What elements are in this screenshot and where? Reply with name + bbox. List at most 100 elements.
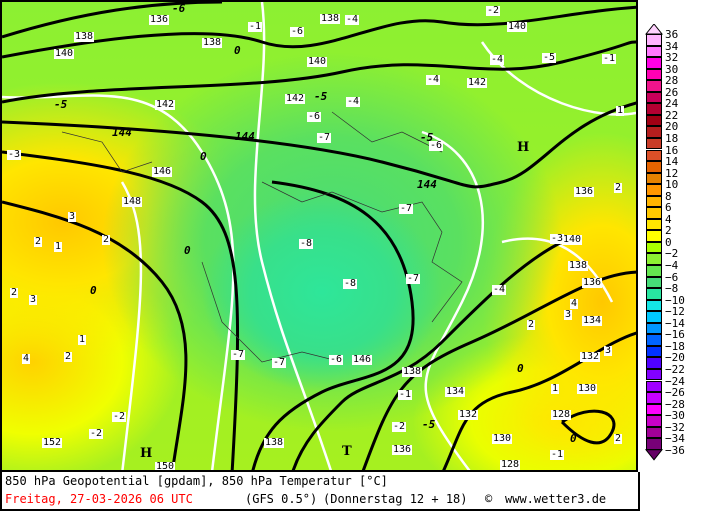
geopotential-label: 140	[562, 234, 583, 245]
temperature-label: -2	[89, 428, 104, 439]
temperature-label: -4	[490, 54, 505, 65]
legend-swatch	[646, 368, 662, 381]
geopotential-label: 128	[551, 409, 572, 420]
geopotential-label: 142	[155, 99, 176, 110]
legend-label: 36	[665, 28, 679, 41]
temperature-label: 4	[570, 298, 579, 309]
legend-swatch	[646, 126, 662, 138]
legend-swatch	[646, 34, 662, 46]
map-caption: 850 hPa Geopotential [gpdam], 850 hPa Te…	[0, 472, 640, 511]
legend-label: −28	[665, 397, 685, 411]
legend-swatch	[646, 241, 662, 254]
temperature-label: -2	[112, 411, 127, 422]
legend-swatch	[646, 172, 662, 185]
geopotential-label: 136	[582, 277, 603, 288]
temperature-label: -2	[486, 5, 501, 16]
temperature-label: -1	[550, 449, 565, 460]
legend-swatch	[646, 230, 662, 242]
temperature-label: 2	[527, 319, 536, 330]
temperature-label: -5	[314, 90, 328, 103]
legend-label: 30	[665, 62, 679, 76]
legend-label: −36	[665, 443, 685, 457]
geopotential-label: 138	[320, 13, 341, 24]
temperature-label: -7	[272, 357, 287, 368]
high-pressure-label: H	[517, 140, 530, 155]
legend-swatch	[646, 403, 662, 416]
temperature-label: 1	[616, 105, 625, 116]
temperature-label: -7	[399, 203, 414, 214]
legend-label: −30	[665, 409, 685, 423]
temperature-label: 2	[102, 234, 111, 245]
legend-label: −24	[665, 374, 685, 388]
temperature-label: -1	[398, 389, 413, 400]
temperature-label: -4	[346, 96, 361, 107]
geopotential-label: 138	[264, 437, 285, 448]
geopotential-label: 140	[307, 56, 328, 67]
legend-label: 26	[665, 85, 679, 99]
legend-label: −18	[665, 339, 685, 353]
temperature-label: -7	[231, 349, 246, 360]
legend-swatch	[646, 207, 662, 219]
geopotential-label: 130	[492, 433, 513, 444]
temperature-label: 2	[64, 351, 73, 362]
temperature-label: 2	[34, 236, 43, 247]
legend-swatch	[646, 265, 662, 277]
legend-label: 16	[665, 143, 679, 157]
weather-map: 136 138 138 140 140 142 142 144 144 146 …	[0, 0, 638, 472]
legend-label: −26	[665, 386, 685, 400]
temperature-label: -7	[406, 273, 421, 284]
geopotential-label: 128	[500, 459, 521, 470]
temperature-label: -5	[422, 418, 436, 431]
legend-swatch	[646, 57, 662, 69]
temperature-label: -4	[345, 14, 360, 25]
legend-swatch	[646, 114, 662, 127]
legend-label: 10	[665, 178, 679, 192]
legend-label: 6	[665, 201, 672, 215]
temperature-label: -5	[54, 98, 68, 111]
legend-label: −32	[665, 420, 685, 434]
legend-label: 2	[665, 224, 672, 238]
zero-isotherm-label: 0	[570, 432, 577, 445]
temperature-label: -5	[420, 131, 434, 144]
temperature-label: -3	[7, 149, 22, 160]
zero-isotherm-label: 0	[184, 244, 191, 257]
geopotential-label: 134	[582, 315, 603, 326]
legend-swatch	[646, 137, 662, 150]
legend-swatch	[646, 103, 662, 115]
geopotential-label: 152	[42, 437, 63, 448]
temperature-label: 1	[551, 383, 560, 394]
contour-layer	[2, 2, 636, 470]
zero-isotherm-label: 0	[517, 362, 524, 375]
geopotential-label: 144	[235, 130, 255, 143]
legend-swatch	[646, 415, 662, 427]
geopotential-label: 142	[467, 77, 488, 88]
temperature-label: 3	[564, 309, 573, 320]
temperature-label: 2	[614, 182, 623, 193]
legend-label: −2	[665, 247, 679, 261]
zero-isotherm-label: 0	[234, 44, 241, 57]
geopotential-label: 144	[112, 126, 132, 139]
legend-swatch	[646, 253, 662, 265]
temperature-label: 2	[614, 433, 623, 444]
legend-swatch	[646, 311, 662, 323]
temperature-label: -2	[392, 421, 407, 432]
geopotential-label: 148	[122, 196, 143, 207]
temperature-label: -6	[172, 2, 186, 15]
legend-swatch	[646, 380, 662, 393]
site-link[interactable]: www.wetter3.de	[505, 492, 607, 506]
legend-label: 22	[665, 108, 679, 122]
legend-label: 28	[665, 74, 679, 88]
legend-label: 14	[665, 155, 679, 169]
legend-bottom-arrow	[644, 449, 664, 461]
legend-swatch	[646, 195, 662, 208]
legend-swatch	[646, 276, 662, 289]
geopotential-isohypses	[2, 2, 636, 470]
legend-swatch	[646, 334, 662, 346]
temperature-label: -1	[248, 21, 263, 32]
legend-swatch	[646, 392, 662, 404]
zero-isotherm-label: 0	[200, 150, 207, 163]
legend-label: −4	[665, 259, 679, 272]
legend-label: 34	[665, 39, 679, 53]
legend-arrows	[644, 24, 664, 461]
geopotential-label: 132	[580, 351, 601, 362]
